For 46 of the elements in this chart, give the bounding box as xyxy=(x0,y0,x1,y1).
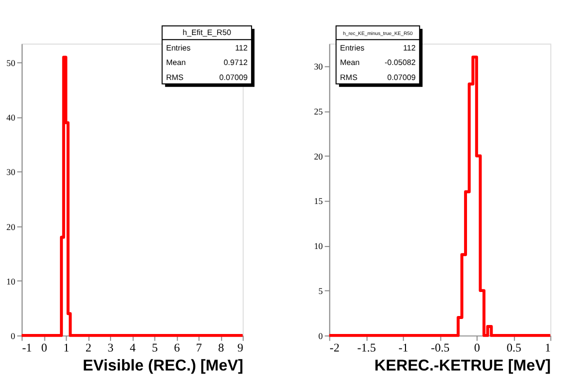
x-tick-label: 0.5 xyxy=(506,340,522,355)
x-tick-label: 9 xyxy=(237,340,244,355)
annotation: 0.9712 xyxy=(224,58,248,68)
y-tick-label: 10 xyxy=(314,241,324,252)
annotation: 112 xyxy=(235,43,248,52)
y-tick-label: 30 xyxy=(6,167,16,178)
x-tick-label: 3 xyxy=(108,340,114,355)
x-tick-label: 0 xyxy=(41,340,48,355)
x-tick-label: -2 xyxy=(330,340,340,355)
annotation: 0.07009 xyxy=(387,72,416,82)
y-tick-label: 50 xyxy=(6,58,16,68)
annotation: Entries xyxy=(340,43,365,52)
x-axis-title: EVisible (REC.) [MeV] xyxy=(82,357,244,374)
x-tick-label: 1 xyxy=(544,340,551,355)
chart-title: h_Efit_E_R50 xyxy=(182,28,232,37)
y-tick-label: 30 xyxy=(314,61,324,72)
x-tick-label: -1 xyxy=(398,340,408,355)
y-tick-label: 20 xyxy=(6,222,16,232)
y-tick-label: 40 xyxy=(6,112,16,123)
annotation: Entries xyxy=(166,43,191,52)
annotation: 0.07009 xyxy=(219,72,248,82)
x-tick-label: 1 xyxy=(63,340,70,355)
annotation: RMS xyxy=(166,72,184,82)
x-tick-label: -1 xyxy=(22,340,32,355)
x-tick-label: 6 xyxy=(174,340,180,355)
y-tick-label: 10 xyxy=(6,276,16,286)
x-tick-label: -1.5 xyxy=(357,340,376,355)
y-tick-label: 25 xyxy=(314,106,324,116)
annotation: 112 xyxy=(403,43,416,52)
x-tick-label: 0 xyxy=(474,340,480,355)
x-tick-label: 5 xyxy=(152,340,158,355)
x-tick-label: 4 xyxy=(130,340,136,355)
y-tick-label: 15 xyxy=(314,196,324,206)
annotation: Mean xyxy=(340,58,360,68)
x-tick-label: -0.5 xyxy=(430,340,450,355)
x-tick-label: 2 xyxy=(85,340,92,355)
x-axis-title: KEREC.-KETRUE [MeV] xyxy=(374,357,551,374)
y-tick-label: 0 xyxy=(10,330,16,341)
y-tick-label: 0 xyxy=(318,330,324,341)
annotation: Mean xyxy=(166,58,186,68)
x-tick-label: 7 xyxy=(196,340,202,355)
annotation: RMS xyxy=(340,72,358,82)
annotation: -0.05082 xyxy=(384,58,416,68)
y-tick-label: 5 xyxy=(318,286,324,296)
y-tick-label: 20 xyxy=(314,151,324,162)
x-tick-label: 8 xyxy=(218,340,224,355)
